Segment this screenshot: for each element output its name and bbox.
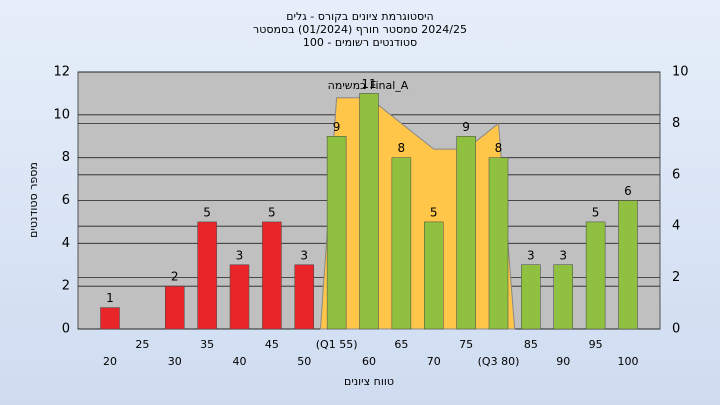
value-label: 8 [495,141,503,155]
bar [326,136,347,330]
chart-subtitle: 2024/25 סמסטר חורף (01/2024) בסמסטר [253,23,467,36]
y-tick-label: 2 [62,279,70,294]
bar [262,221,282,330]
bar [618,200,638,330]
value-label: 5 [268,205,276,219]
bar [359,93,379,330]
bar [100,307,120,330]
value-label: 6 [624,184,632,198]
value-label: 9 [462,120,470,134]
x-tick-label: 75 [459,338,473,351]
bar [197,221,217,330]
y-tick-label: 6 [62,193,70,208]
y-tick-label: 0 [62,322,70,337]
x-tick-label: 45 [265,338,279,351]
chart-title: היסטוגרמת ציונים בקורס - גלים [286,10,434,23]
x-tick-label: 40 [233,355,247,368]
value-label: 8 [398,141,406,155]
y-tick-label: 10 [53,107,70,122]
y2-tick-label: 4 [672,219,680,234]
x-tick-label: 65 [394,338,408,351]
x-tick-label: 25 [135,338,149,351]
chart-subtitle: סטודנטים רשומים - 100 [303,36,417,49]
area-label: Final_A במשימה [328,79,409,92]
bar [165,285,185,330]
x-tick-label: 95 [589,338,603,351]
x-tick-label: 85 [524,338,538,351]
value-label: 5 [430,205,438,219]
y-tick-label: 4 [62,236,70,251]
x-tick-label: 20 [103,355,117,368]
value-label: 9 [333,120,341,134]
y-tick-label: 12 [53,65,70,80]
bar [229,264,250,330]
x-tick-label: 30 [168,355,182,368]
value-label: 3 [300,248,308,262]
value-label: 3 [527,248,535,262]
y-tick-label: 8 [62,150,70,165]
x-tick-label: (Q3 80) [478,355,520,368]
value-label: 2 [171,270,179,284]
x-tick-label: 70 [427,355,441,368]
bar [585,221,606,330]
bar [424,221,444,330]
y2-tick-label: 8 [672,116,680,131]
value-label: 1 [106,291,114,305]
bar [294,264,314,330]
value-label: 5 [592,205,600,219]
value-label: 5 [203,205,211,219]
x-tick-label: 50 [297,355,311,368]
x-tick-label: 90 [556,355,570,368]
bar [488,157,509,330]
y2-tick-label: 6 [672,167,680,182]
value-label: 11 [361,77,376,91]
x-tick-label: (Q1 55) [316,338,358,351]
bar [553,264,573,330]
y2-tick-label: 10 [672,65,689,80]
y-axis-label: מספר סטודנטים [27,162,40,238]
x-tick-label: 35 [200,338,214,351]
value-label: 3 [236,248,244,262]
y2-tick-label: 0 [672,322,680,337]
value-label: 3 [559,248,567,262]
bar [391,157,412,330]
bar [456,136,476,330]
y2-tick-label: 2 [672,270,680,285]
bar [521,264,541,330]
x-axis-label: טווח ציונים [344,375,394,388]
x-tick-label: 60 [362,355,376,368]
x-tick-label: 100 [618,355,639,368]
